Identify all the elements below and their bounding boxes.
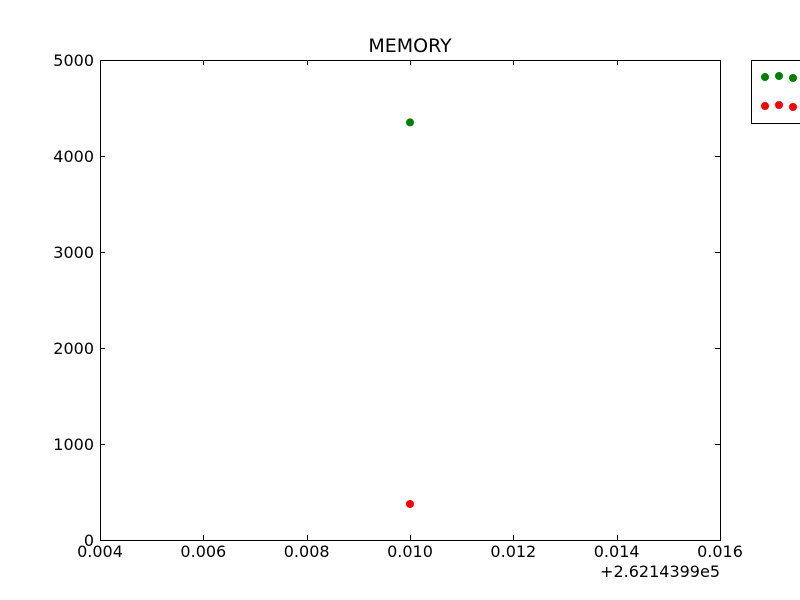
y-tick-label: 0 bbox=[84, 531, 94, 550]
plot-frame bbox=[100, 60, 721, 541]
legend-box bbox=[751, 60, 800, 124]
data-points bbox=[406, 118, 414, 508]
legend-marker bbox=[775, 101, 783, 109]
data-point bbox=[406, 500, 414, 508]
x-tick-label: 0.006 bbox=[180, 542, 226, 561]
x-tick-label: 0.012 bbox=[490, 542, 536, 561]
y-tick-label: 5000 bbox=[53, 51, 94, 70]
y-tick-label: 2000 bbox=[53, 339, 94, 358]
x-tick-label: 0.004 bbox=[77, 542, 123, 561]
legend-marker bbox=[789, 74, 797, 82]
x-tick-label: 0.014 bbox=[594, 542, 640, 561]
legend-marker bbox=[761, 73, 769, 81]
y-tick-label: 4000 bbox=[53, 147, 94, 166]
legend-marker bbox=[775, 72, 783, 80]
x-axis-offset-label: +2.6214399e5 bbox=[600, 562, 720, 581]
chart-title: MEMORY bbox=[368, 35, 452, 57]
legend-marker bbox=[789, 103, 797, 111]
y-tick-label: 1000 bbox=[53, 435, 94, 454]
x-tick-label: 0.010 bbox=[387, 542, 433, 561]
y-tick-label: 3000 bbox=[53, 243, 94, 262]
data-point bbox=[406, 118, 414, 127]
x-tick-label: 0.016 bbox=[697, 542, 743, 561]
legend-marker bbox=[761, 102, 769, 110]
x-tick-label: 0.008 bbox=[284, 542, 330, 561]
legend bbox=[751, 60, 800, 124]
plot-axes: 0.004 0.006 0.008 0.010 0.012 0.014 0.016 0 1000… bbox=[53, 51, 743, 561]
